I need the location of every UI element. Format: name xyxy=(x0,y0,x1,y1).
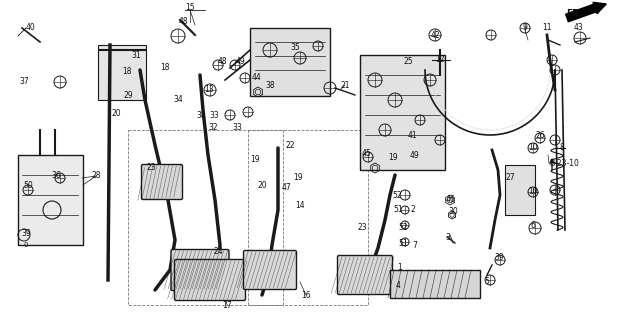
Text: 18: 18 xyxy=(161,63,169,73)
Text: 10: 10 xyxy=(528,143,538,153)
Text: 35: 35 xyxy=(290,44,300,52)
FancyBboxPatch shape xyxy=(243,251,296,290)
Text: 23: 23 xyxy=(146,164,156,172)
Text: 33: 33 xyxy=(209,110,219,119)
Text: 14: 14 xyxy=(295,201,305,210)
Text: 52: 52 xyxy=(398,223,408,233)
Text: 20: 20 xyxy=(257,180,267,189)
Text: 33: 33 xyxy=(232,124,242,132)
FancyBboxPatch shape xyxy=(18,155,83,245)
Text: 44: 44 xyxy=(251,74,261,83)
Text: 13: 13 xyxy=(204,85,214,94)
Text: 43: 43 xyxy=(573,23,583,33)
Text: 3: 3 xyxy=(445,234,450,243)
FancyBboxPatch shape xyxy=(505,165,535,215)
Text: 27: 27 xyxy=(505,173,515,182)
Text: 51: 51 xyxy=(398,238,408,247)
Text: 51: 51 xyxy=(393,205,403,214)
Text: 11: 11 xyxy=(542,23,552,33)
Text: 30: 30 xyxy=(448,207,458,217)
Text: 25: 25 xyxy=(403,58,413,67)
FancyArrow shape xyxy=(566,2,606,22)
Text: 26: 26 xyxy=(535,131,545,140)
Text: 42: 42 xyxy=(430,30,440,39)
Text: 7: 7 xyxy=(413,241,417,250)
Text: 38: 38 xyxy=(196,110,206,119)
Text: 38: 38 xyxy=(265,81,275,90)
Text: 48: 48 xyxy=(178,18,188,27)
Text: 4: 4 xyxy=(396,281,401,290)
Text: 22: 22 xyxy=(285,140,295,149)
Text: 34: 34 xyxy=(173,95,183,105)
Text: 0: 0 xyxy=(24,242,28,248)
FancyBboxPatch shape xyxy=(141,164,182,199)
Text: FR.: FR. xyxy=(566,10,582,19)
FancyBboxPatch shape xyxy=(360,55,445,170)
Text: 50: 50 xyxy=(23,181,33,190)
Text: 6: 6 xyxy=(531,220,536,229)
Text: 49: 49 xyxy=(236,58,246,67)
Text: 17: 17 xyxy=(222,300,232,309)
Text: 24: 24 xyxy=(213,247,223,257)
Text: 2: 2 xyxy=(411,205,415,214)
Text: 29: 29 xyxy=(123,91,132,100)
Text: 19: 19 xyxy=(388,154,398,163)
FancyBboxPatch shape xyxy=(390,270,480,298)
FancyBboxPatch shape xyxy=(98,45,146,100)
Text: 19: 19 xyxy=(293,173,303,182)
Text: 49: 49 xyxy=(410,150,420,159)
Text: 39: 39 xyxy=(494,253,504,262)
Text: 39: 39 xyxy=(21,228,31,237)
Text: 21: 21 xyxy=(340,81,350,90)
Text: 12: 12 xyxy=(435,55,445,65)
Text: 10: 10 xyxy=(528,188,538,196)
Text: 52: 52 xyxy=(392,190,402,199)
Text: 32: 32 xyxy=(208,124,218,132)
Text: 8: 8 xyxy=(560,143,564,153)
Text: 16: 16 xyxy=(301,291,311,300)
Text: 40: 40 xyxy=(25,23,35,33)
Text: 23: 23 xyxy=(357,223,367,233)
Text: 5: 5 xyxy=(485,277,489,286)
FancyBboxPatch shape xyxy=(175,260,245,300)
Text: 36: 36 xyxy=(51,172,61,180)
Text: 31: 31 xyxy=(131,51,141,60)
Text: 41: 41 xyxy=(407,131,417,140)
Text: 18: 18 xyxy=(122,68,132,76)
Text: 46: 46 xyxy=(446,196,456,204)
FancyBboxPatch shape xyxy=(171,250,229,291)
Text: 37: 37 xyxy=(19,77,29,86)
Text: 9: 9 xyxy=(522,23,527,33)
FancyBboxPatch shape xyxy=(338,255,392,294)
Text: 19: 19 xyxy=(250,156,260,164)
FancyBboxPatch shape xyxy=(250,28,330,96)
Text: 20: 20 xyxy=(111,108,121,117)
Text: 45: 45 xyxy=(362,148,372,157)
Text: 47: 47 xyxy=(281,183,291,193)
Text: 15: 15 xyxy=(185,4,195,12)
Text: 28: 28 xyxy=(91,172,101,180)
Text: 1: 1 xyxy=(397,263,403,273)
Text: 48: 48 xyxy=(217,58,227,67)
Text: B-23-10: B-23-10 xyxy=(549,158,579,167)
